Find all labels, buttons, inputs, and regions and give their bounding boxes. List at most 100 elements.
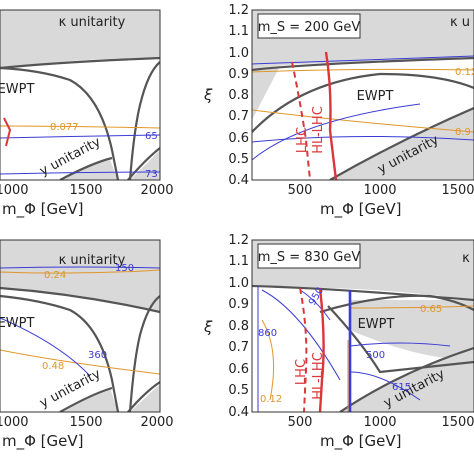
contour-blue-1 — [0, 134, 160, 139]
contour-label: 0.65 — [420, 304, 442, 315]
y-unitarity-region — [340, 348, 474, 412]
region-label-kappa-unitarity: κ unitarity — [59, 15, 126, 30]
y-tick-label: 0.6 — [228, 131, 249, 146]
contour-label: 0.24 — [44, 270, 66, 281]
ewpt-boundary-right — [128, 61, 160, 180]
hl-lhc-curve — [318, 287, 325, 412]
hl-lhc-curve — [324, 51, 338, 180]
contour-orange-2 — [0, 349, 160, 375]
y-tick-label: 1.2 — [228, 3, 249, 18]
contour-orange-1 — [0, 125, 160, 129]
contour-label: 0.9 — [455, 127, 471, 138]
y-unitarity-boundary — [59, 156, 113, 180]
panel-top-left: κ unitarity EWPT y unitarity 0.077 65 73… — [0, 9, 174, 219]
y-tick-label: 0.7 — [228, 340, 249, 355]
kappa-boundary — [0, 286, 160, 314]
y-tick-label: 0.4 — [228, 405, 249, 420]
lhc-curve — [291, 61, 311, 180]
curve-label-hl-lhc: HL-LHC — [311, 352, 326, 400]
x-tick-label: 1500 — [441, 415, 474, 430]
panel-bottom-right: m_S = 830 GeV κ EWPT y unitarity LHC HL-… — [203, 233, 474, 451]
y-tick-label: 0.9 — [228, 67, 249, 82]
contour-blue-2 — [261, 289, 341, 381]
region-label-ewpt: EWPT — [357, 89, 394, 104]
title-box — [257, 13, 361, 39]
curve-label-hl-lhc: HL-LHC — [311, 106, 326, 154]
contour-blue-3 — [252, 103, 421, 161]
plot-frame — [251, 9, 474, 181]
kappa-boundary — [252, 284, 474, 302]
y-tick-label: 0.7 — [228, 109, 249, 124]
contour-blue-3 — [299, 289, 331, 321]
x-tick-label: 1500 — [441, 183, 474, 198]
x-tick-label: 1500 — [69, 415, 102, 430]
y-axis-label: ξ — [203, 318, 213, 336]
x-axis-label: m_Φ [GeV] — [320, 200, 402, 219]
contour-orange-1 — [349, 305, 474, 309]
y-tick-label: 0.8 — [228, 319, 249, 334]
plot-frame — [0, 9, 161, 181]
contour-label: 860 — [258, 328, 277, 339]
ewpt-left-region — [252, 66, 280, 120]
kappa-boundary — [252, 56, 474, 72]
ewpt-boundary-right — [128, 295, 160, 412]
contour-label: 0.077 — [50, 122, 79, 133]
kappa-unitarity-region — [0, 10, 160, 68]
contour-orange-1 — [252, 68, 474, 73]
x-tick-label: 2000 — [140, 183, 173, 198]
panel-title: m_S = 200 GeV — [258, 20, 361, 35]
panel-top-right: m_S = 200 GeV κ u EWPT y unitarity LHC H… — [203, 3, 474, 219]
kappa-boundary — [0, 56, 160, 70]
y-tick-label: 0.6 — [228, 362, 249, 377]
contour-blue-4 — [349, 342, 451, 347]
contour-orange-1 — [0, 269, 160, 274]
y-axis-label: ξ — [203, 86, 213, 104]
x-tick-label: 1000 — [0, 415, 29, 430]
y-tick-label: 1.1 — [228, 24, 249, 39]
x-axis-label: m_Φ [GeV] — [2, 200, 84, 219]
region-label-kappa-unitarity: κ u — [450, 15, 470, 30]
region-label-ewpt: EWPT — [0, 82, 34, 97]
panel-bottom-left: κ unitarity EWPT y unitarity 0.24 150 0.… — [0, 239, 174, 451]
y-axis-ticks: 0.4 0.5 0.6 0.7 0.8 0.9 1.0 1.1 1.2 — [228, 233, 249, 420]
ewpt-boundary — [0, 66, 120, 180]
lhc-curve — [299, 287, 308, 412]
y-axis-ticks: 0.4 0.5 0.6 0.7 0.8 0.9 1.0 1.1 1.2 — [228, 3, 249, 188]
region-label-kappa: κ — [462, 251, 470, 266]
hl-lhc-curve-tl — [3, 117, 12, 147]
ewpt-boundary-lower — [327, 305, 474, 374]
contour-blue-2 — [252, 135, 474, 143]
contour-label: 65 — [145, 131, 158, 142]
region-label-ewpt: EWPT — [358, 317, 395, 332]
y-unitarity-boundary-right — [127, 381, 160, 412]
contour-blue-5 — [349, 371, 421, 401]
y-unitarity-right-region — [130, 384, 160, 412]
curve-label-lhc: LHC — [294, 359, 309, 385]
contour-label: 615 — [392, 382, 411, 393]
curve-label-lhc: LHC — [295, 127, 310, 153]
y-tick-label: 1.0 — [228, 46, 249, 61]
x-tick-label: 1000 — [0, 183, 29, 198]
ewpt-boundary — [0, 294, 120, 412]
y-unitarity-region — [60, 388, 118, 412]
contour-orange-2 — [252, 109, 474, 133]
contour-blue-1 — [0, 266, 160, 269]
ewpt-boundary — [252, 72, 474, 133]
y-tick-label: 0.8 — [228, 88, 249, 103]
contour-orange-2 — [261, 319, 275, 401]
y-unitarity-boundary-right — [127, 147, 160, 180]
y-tick-label: 0.5 — [228, 383, 249, 398]
contour-label: 150 — [115, 263, 134, 274]
y-tick-label: 0.4 — [228, 173, 249, 188]
contour-blue-2 — [0, 171, 160, 175]
contour-blue-2 — [0, 317, 91, 377]
contour-label: 73 — [145, 169, 158, 180]
contour-label: 500 — [366, 350, 385, 361]
y-tick-label: 1.2 — [228, 233, 249, 248]
x-tick-label: 500 — [288, 415, 313, 430]
contour-label: 0.12 — [260, 394, 282, 405]
contour-blue-1 — [252, 55, 474, 65]
y-unitarity-boundary — [339, 346, 474, 412]
y-unitarity-boundary — [329, 106, 474, 180]
plot-frame — [251, 239, 474, 413]
